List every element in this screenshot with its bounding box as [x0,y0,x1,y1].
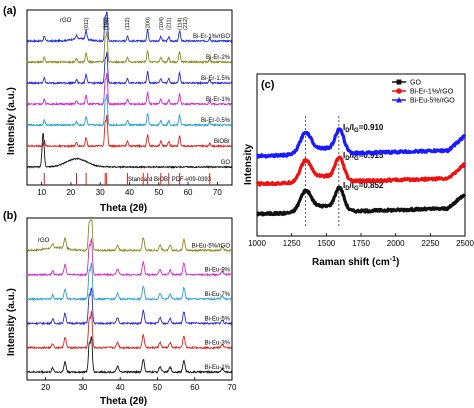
panel-c-legend-label-bi-eu-5-rgo: Bi-Eu-5%/rGO [410,98,455,105]
panel-a-series-label-bi-er-2: Bi-Er-2% [206,55,231,61]
panel-a-xtick-label-40: 40 [125,188,134,197]
panel-b-series-bi-eu-1 [26,336,233,375]
panel-b-xtick-label-20: 20 [41,383,50,392]
panel-b-series-bi-eu-7 [26,262,233,302]
panel-c-xtick-label-2500: 2500 [456,239,474,248]
panel-a-xtick-label-50: 50 [154,188,163,197]
panel-b-letter: (b) [3,210,17,222]
panel-b-xtick-label-70: 70 [228,383,237,392]
panel-b-series-label-bi-eu-1: Bi-Eu-1% [205,365,231,371]
panel-a-ylabel: Intensity (a.u.) [6,87,17,155]
panel-b-xlabel: Theta (2θ) [100,396,147,407]
panel-c-legend-marker-bi-er-1-rgo [396,88,402,94]
panel-b-series-label-bi-eu-9: Bi-Eu-9% [205,268,231,274]
panel-a-series-bi-er-1 [26,72,233,107]
panel-a-series-biobr [26,114,233,149]
panel-b-ylabel: Intensity (a.u.) [6,288,17,356]
panel-a-series-label-bi-er-1-rgo: Bi-Er-1%/rGO [193,34,230,40]
panel-a-xtick-label-60: 60 [184,188,193,197]
panel-b-xtick-label-40: 40 [116,383,125,392]
panel-a-xtick-label-10: 10 [37,188,46,197]
panel-b-series-label-bi-eu-3: Bi-Eu-3% [205,341,231,347]
panel-c-xtick-label-2250: 2250 [421,239,439,248]
panel-a-reference-label: Standard BiOBr PDF-#09-0393 [128,177,212,183]
panel-c-ylabel: Intensity [243,143,254,185]
panel-b-series-label-bi-eu-7: Bi-Eu-7% [205,292,231,298]
panel-c-series-bi-er-1-rgo [255,155,467,187]
panel-c-legend-marker-go [396,79,402,85]
panel-a-hkl-104: (104) [159,17,165,30]
raman-xlabel-prefix: Raman shift (cm [312,257,390,268]
panel-c-legend-label-bi-er-1-rgo: Bi-Er-1%/rGO [410,89,454,96]
panel-c-ratio-bi-er-1-rgo: ID/IG=0.915 [343,151,384,162]
panel-a-hkl-011: (011) [84,17,90,30]
panel-a-hkl-212: (212) [183,17,189,30]
panel-c-xtick-label-1750: 1750 [352,239,370,248]
panel-b-xtick-label-30: 30 [78,383,87,392]
panel-c-series-go [256,185,467,217]
raman-xlabel-sup: -1 [390,256,396,263]
panel-a-hkl-200: (200) [146,17,152,30]
panel-b: (b) Theta (2θ) Intensity (a.u.) rGO 20 30… [3,210,237,407]
panel-a-series-bi-er-1-5 [26,52,233,86]
panel-a-xlabel: Theta (2θ) [100,203,147,214]
panel-a-hkl-211: (211) [167,17,173,30]
panel-a-series-label-biobr: BiOBr [214,139,230,145]
panel-a-hkl-114: (114) [178,17,184,30]
panel-c-xtick-label-1000: 1000 [248,239,266,248]
panel-a-series-bi-er-1-rgo [26,11,233,44]
panel-c-legend-label-go: GO [410,80,421,87]
panel-b-series-bi-eu-5-rgo [26,219,233,253]
panel-b-series-label-bi-eu-5-rgo: Bi-Eu-5%/rGO [192,243,231,249]
panel-a-hkl-112: (112) [125,17,131,30]
panel-a-series-label-bi-er-1-5: Bi-Er-1.5% [201,76,231,82]
panel-c-ratio-go: ID/IG=0.852 [343,181,384,192]
panel-c-letter: (c) [261,79,275,91]
panel-a-letter: (a) [3,5,17,17]
panel-b-series-bi-eu-9 [26,237,233,277]
panel-a-series-label-bi-er-1: Bi-Er-1% [206,97,231,103]
panel-c-ratio-bi-eu-5-rgo: ID/IG=0.910 [343,123,384,134]
panel-c: (c) Raman shift (cm-1) Intensity 1000 125… [243,73,474,268]
panel-a: (a) Theta (2θ) Intensity (a.u.) rGO Stan… [3,5,233,214]
panel-a-xtick-label-70: 70 [213,188,222,197]
panel-b-series-bi-eu-5 [26,287,233,326]
panel-b-xtick-label-50: 50 [153,383,162,392]
panel-a-series-label-bi-er-0-5: Bi-Er-0.5% [201,118,231,124]
panel-a-series-bi-er-2 [26,31,233,65]
panel-c-xtick-label-2000: 2000 [387,239,405,248]
panel-b-xtick-label-60: 60 [190,383,199,392]
panel-a-series-label-go: GO [221,160,231,166]
panel-a-series-bi-er-0-5 [26,93,233,128]
panel-a-xtick-label-20: 20 [66,188,75,197]
panel-c-xtick-label-1250: 1250 [283,239,301,248]
panel-c-xtick-label-1500: 1500 [317,239,335,248]
panel-b-rgo-label: rGO [38,238,50,244]
panel-a-hkl-102: (102) [103,17,109,30]
panel-b-series-label-bi-eu-5: Bi-Eu-5% [205,316,231,322]
panel-c-legend-marker-bi-eu-5-rgo [396,97,402,103]
panel-b-series-bi-eu-3 [26,311,233,350]
panel-c-xlabel: Raman shift (cm-1) [312,256,399,268]
panel-a-xtick-label-30: 30 [96,188,105,197]
panel-a-hkl-110: (110) [105,17,111,30]
raman-xlabel-suffix: ) [396,257,399,268]
panel-a-series-go [26,132,233,169]
panel-a-rgo-label: rGO [60,18,72,24]
panel-c-series-bi-eu-5-rgo [256,127,467,159]
